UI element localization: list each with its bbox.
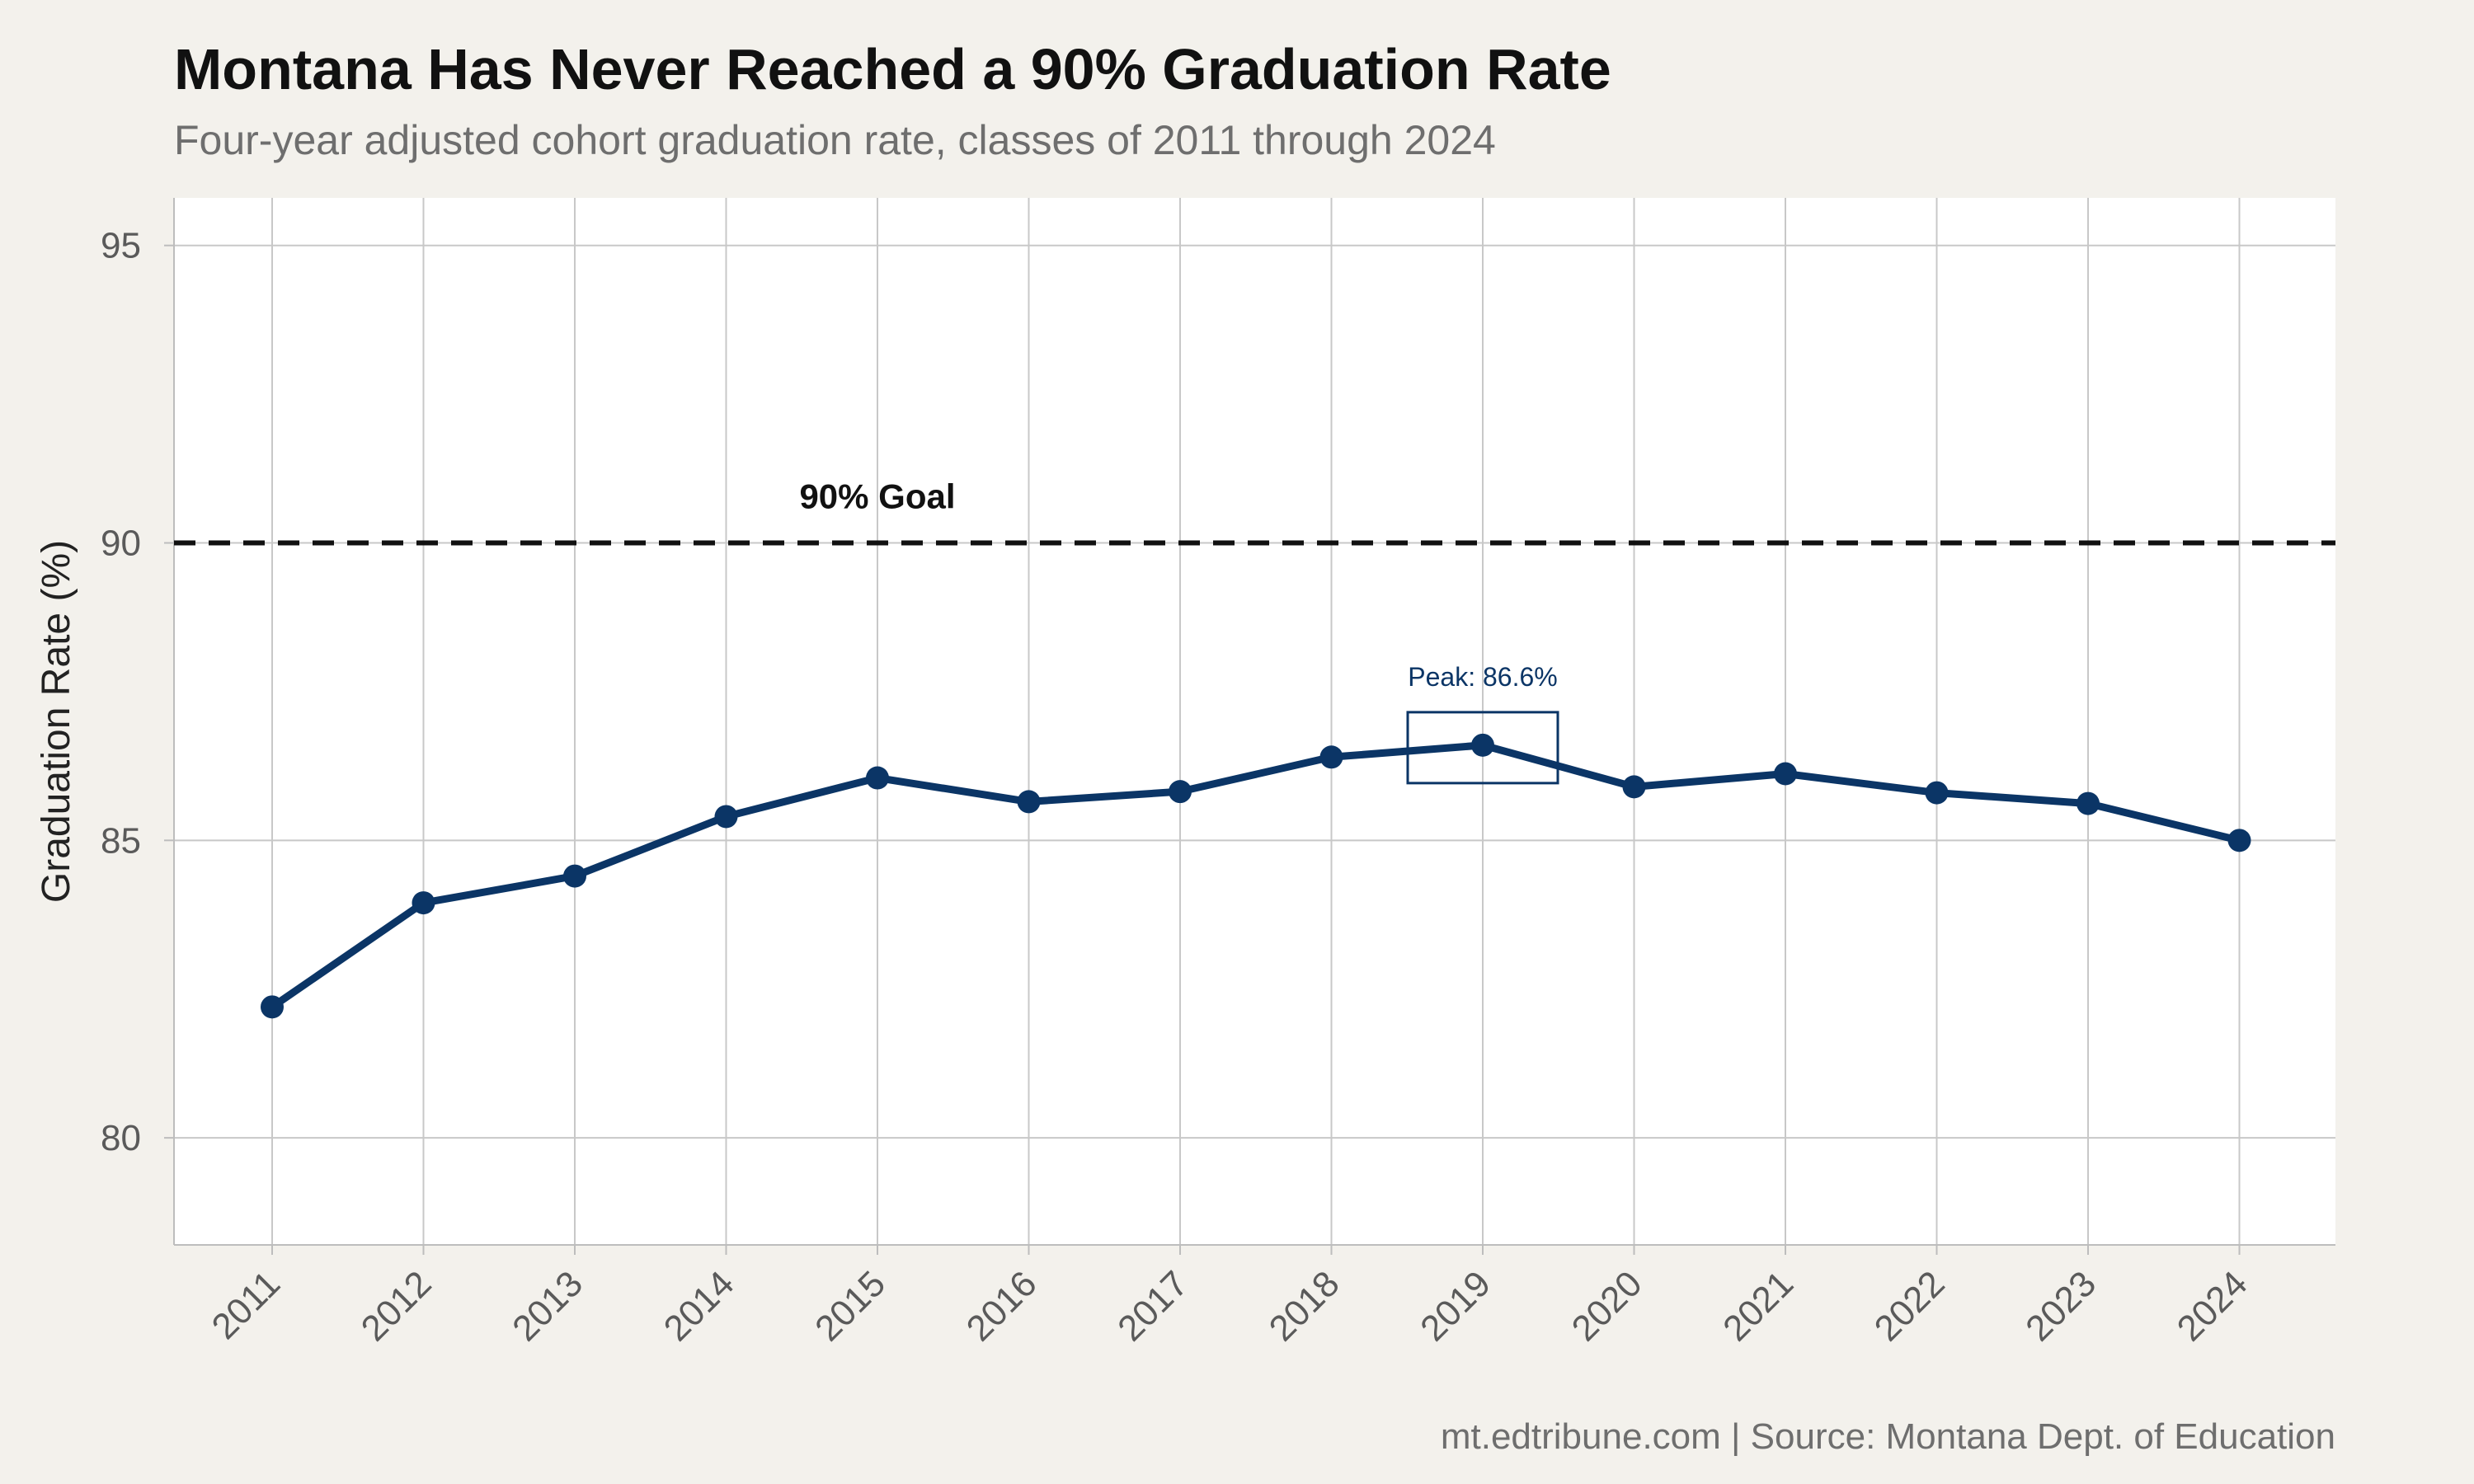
- data-point: [1622, 775, 1646, 799]
- data-point: [1471, 733, 1494, 757]
- data-point: [866, 766, 889, 790]
- data-point: [1169, 780, 1192, 804]
- data-point: [2227, 829, 2251, 852]
- y-tick-label: 95: [101, 226, 141, 266]
- y-tick-label: 80: [101, 1118, 141, 1158]
- data-point: [1017, 790, 1041, 814]
- x-tick-label: 2011: [205, 1263, 289, 1347]
- data-point: [261, 995, 284, 1019]
- chart-title: Montana Has Never Reached a 90% Graduati…: [174, 37, 1611, 101]
- x-tick-label: 2012: [354, 1263, 440, 1349]
- peak-annotation-label: Peak: 86.6%: [1408, 662, 1557, 692]
- data-point: [412, 891, 435, 915]
- data-point: [1319, 745, 1343, 769]
- x-tick-label: 2013: [505, 1263, 590, 1349]
- data-point: [563, 864, 586, 888]
- plot-panel: [174, 198, 2335, 1245]
- goal-label: 90% Goal: [799, 477, 955, 516]
- x-tick-label: 2019: [1413, 1263, 1498, 1349]
- peak-highlight-box: [1406, 711, 1559, 785]
- source-caption: mt.edtribune.com | Source: Montana Dept.…: [1440, 1416, 2335, 1457]
- x-tick-label: 2014: [656, 1263, 742, 1349]
- data-point: [2077, 791, 2100, 815]
- chart-subtitle: Four-year adjusted cohort graduation rat…: [174, 117, 1496, 163]
- y-tick-label: 85: [101, 820, 141, 861]
- x-tick-label: 2016: [959, 1263, 1045, 1349]
- data-point: [1774, 762, 1797, 786]
- data-point: [1925, 781, 1949, 805]
- x-tick-label: 2018: [1262, 1263, 1348, 1349]
- y-tick-label: 90: [101, 524, 141, 564]
- y-axis-title: Graduation Rate (%): [35, 540, 78, 903]
- x-tick-label: 2024: [2170, 1263, 2255, 1349]
- x-tick-label: 2023: [2018, 1263, 2104, 1349]
- x-tick-label: 2021: [1715, 1263, 1801, 1349]
- x-tick-label: 2020: [1564, 1263, 1650, 1349]
- series-line: [268, 741, 2243, 1011]
- x-tick-label: 2022: [1867, 1263, 1953, 1349]
- x-tick-label: 2017: [1110, 1263, 1196, 1349]
- data-point: [714, 805, 738, 829]
- x-tick-label: 2015: [807, 1263, 893, 1349]
